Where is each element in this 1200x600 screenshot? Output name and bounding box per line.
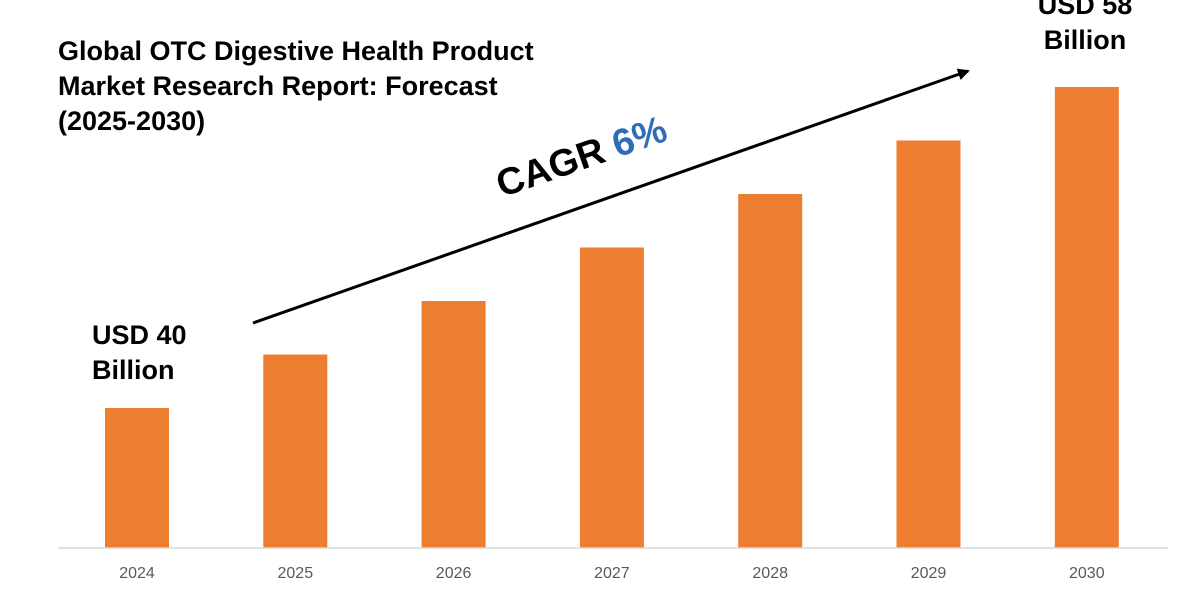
- x-tick-label-2027: 2027: [594, 565, 630, 582]
- bar-2024: [105, 408, 169, 548]
- x-tick-label-2028: 2028: [752, 565, 788, 582]
- chart-title: Global OTC Digestive Health Product Mark…: [58, 36, 534, 136]
- bar-2027: [579, 247, 644, 548]
- trend-arrow: [252, 68, 970, 325]
- bar-2030: [1054, 87, 1119, 548]
- x-tick-label-2025: 2025: [278, 565, 314, 582]
- bar-2026: [421, 301, 486, 548]
- start-value-label: USD 40 Billion: [92, 320, 187, 385]
- bar-2029: [896, 140, 961, 548]
- x-tick-label-2024: 2024: [119, 565, 155, 582]
- x-tick-label-2026: 2026: [436, 565, 472, 582]
- end-value-label: USD 58 Billion: [1037, 0, 1133, 55]
- bar-2028: [738, 194, 803, 548]
- x-tick-label-2030: 2030: [1069, 565, 1105, 582]
- bar-2025: [263, 354, 328, 548]
- x-tick-label-2029: 2029: [911, 565, 947, 582]
